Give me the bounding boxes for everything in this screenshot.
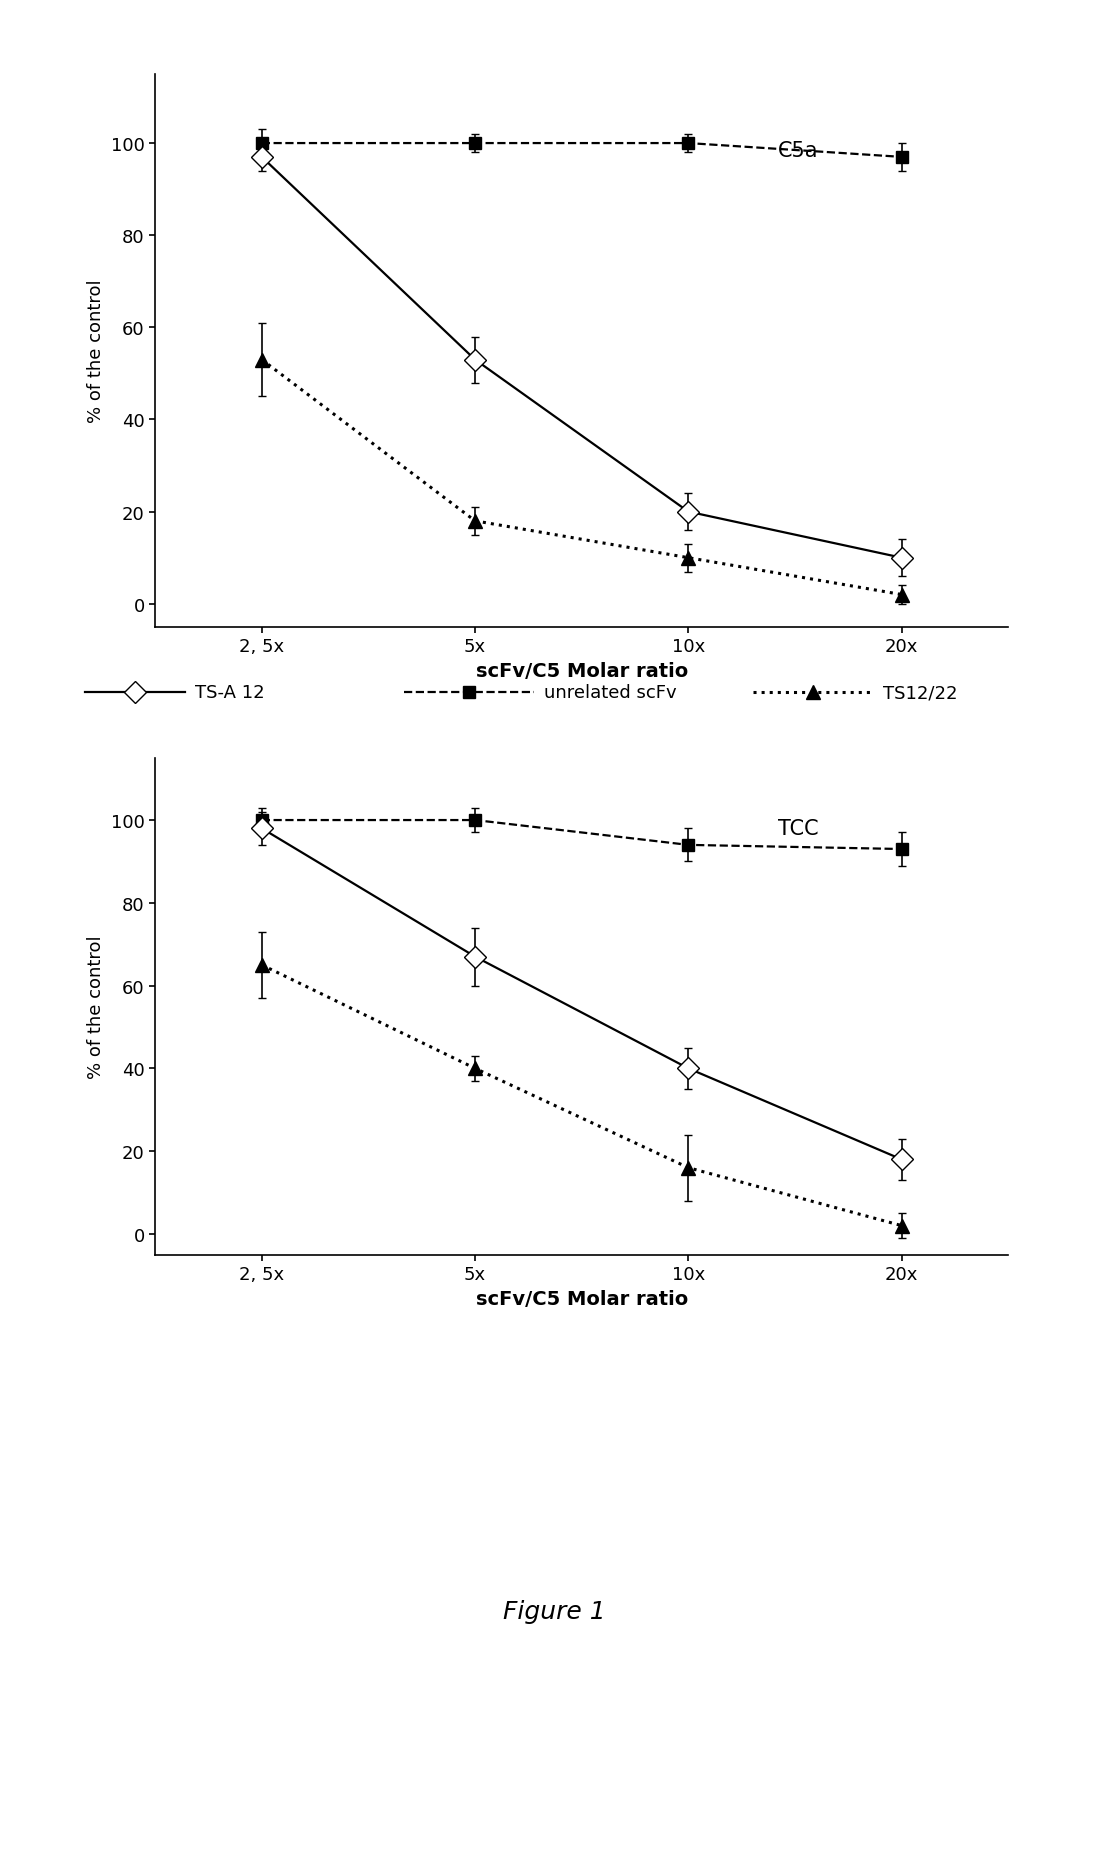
Text: C5a: C5a [778,140,819,161]
X-axis label: scFv/C5 Molar ratio: scFv/C5 Molar ratio [475,1289,688,1307]
X-axis label: scFv/C5 Molar ratio: scFv/C5 Molar ratio [475,661,688,680]
Text: unrelated scFv: unrelated scFv [544,684,677,702]
Text: TS12/22: TS12/22 [883,684,957,702]
Y-axis label: % of the control: % of the control [88,935,105,1079]
Text: Figure 1: Figure 1 [503,1600,605,1622]
Text: TCC: TCC [778,819,819,837]
Y-axis label: % of the control: % of the control [88,279,105,423]
Text: TS-A 12: TS-A 12 [195,684,265,702]
